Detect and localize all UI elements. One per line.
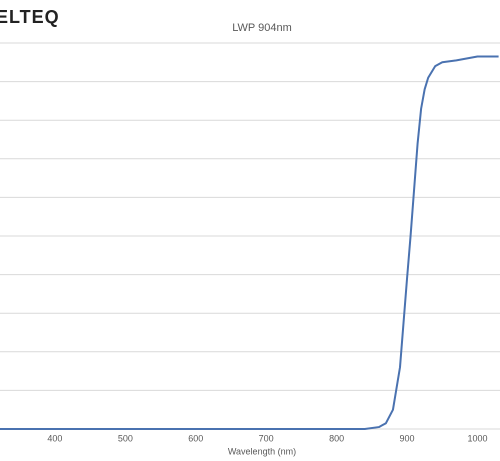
chart-title: LWP 904nm	[232, 22, 292, 34]
logo: ELTEQ	[0, 7, 60, 27]
x-tick-label: 400	[47, 433, 62, 443]
x-tick-label: 700	[259, 433, 274, 443]
x-tick-label: 800	[329, 433, 344, 443]
x-tick-label: 1000	[467, 433, 487, 443]
x-axis-label: Wavelength (nm)	[228, 446, 296, 456]
x-tick-label: 600	[188, 433, 203, 443]
x-tick-label: 900	[400, 433, 415, 443]
x-tick-label: 500	[118, 433, 133, 443]
data-line	[0, 55, 499, 430]
